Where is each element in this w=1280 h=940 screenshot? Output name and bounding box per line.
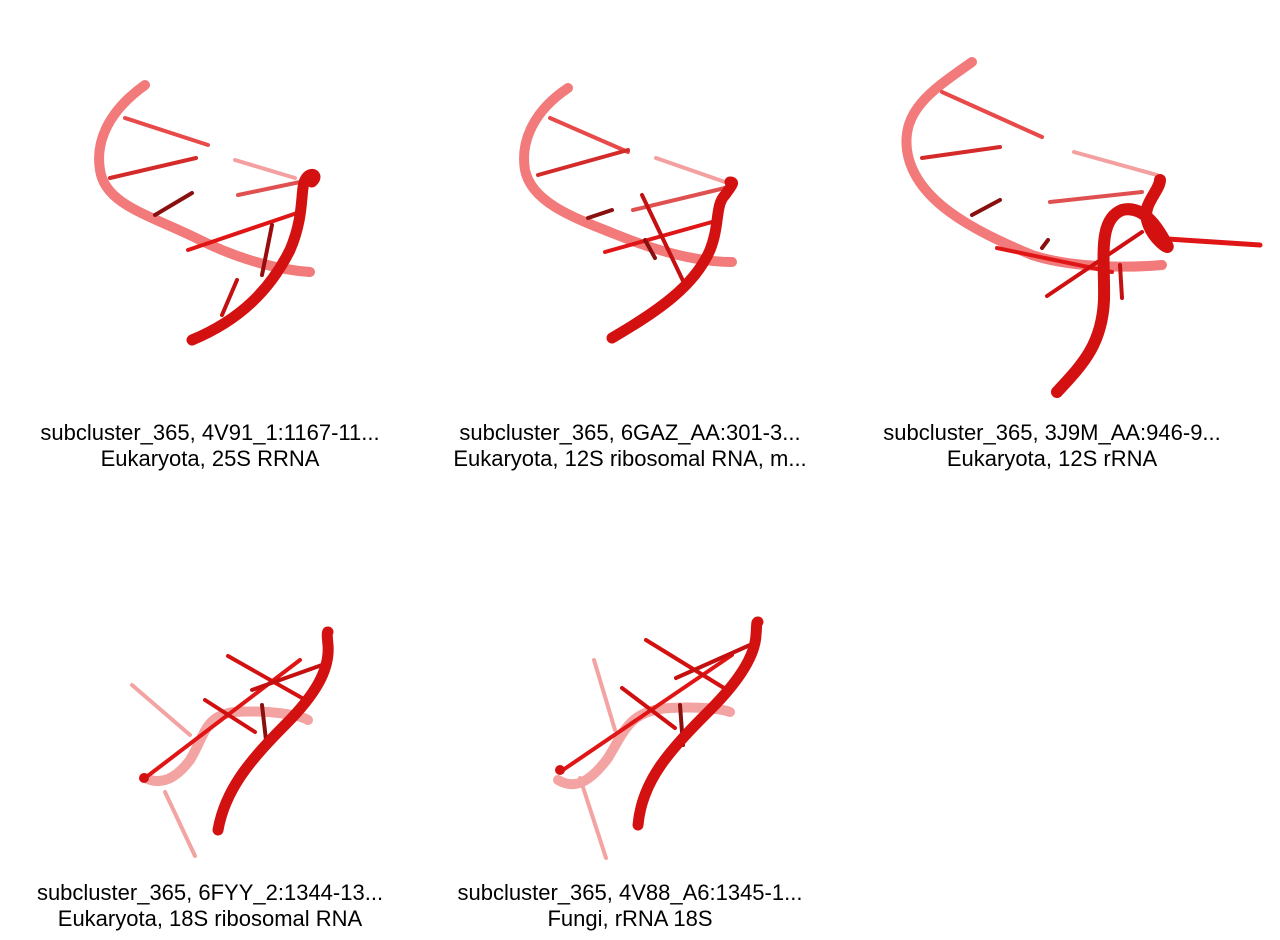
rna-structure-image: [130, 626, 334, 858]
caption-line-2: Eukaryota, 12S rRNA: [946, 446, 1158, 471]
rna-structure-image: [553, 616, 764, 860]
structure-panel-1: subcluster_365, 4V91_1:1167-11... Eukary…: [0, 0, 420, 472]
panel-caption: subcluster_365, 3J9M_AA:946-9... Eukaryo…: [842, 420, 1262, 472]
panel-caption: subcluster_365, 6GAZ_AA:301-3... Eukaryo…: [420, 420, 840, 472]
caption-line-1: subcluster_365, 3J9M_AA:946-9...: [883, 420, 1221, 445]
structure-panel-2: subcluster_365, 6GAZ_AA:301-3... Eukaryo…: [420, 0, 840, 472]
rna-structure-image: [519, 83, 738, 344]
panel-caption: subcluster_365, 4V88_A6:1345-1... Fungi,…: [420, 880, 840, 932]
caption-line-1: subcluster_365, 6GAZ_AA:301-3...: [459, 420, 801, 445]
rna-structure-image: [94, 80, 321, 346]
caption-line-2: Eukaryota, 25S RRNA: [100, 446, 320, 471]
rna-structure-image: [901, 57, 1263, 398]
caption-line-1: subcluster_365, 4V88_A6:1345-1...: [457, 880, 803, 905]
structure-panel-5: subcluster_365, 4V88_A6:1345-1... Fungi,…: [420, 460, 840, 932]
panel-caption: subcluster_365, 4V91_1:1167-11... Eukary…: [0, 420, 420, 472]
caption-line-1: subcluster_365, 6FYY_2:1344-13...: [36, 880, 384, 905]
panel-caption: subcluster_365, 6FYY_2:1344-13... Eukary…: [0, 880, 420, 932]
structure-panel-3: subcluster_365, 3J9M_AA:946-9... Eukaryo…: [842, 0, 1263, 472]
structure-panel-4: subcluster_365, 6FYY_2:1344-13... Eukary…: [0, 460, 420, 932]
caption-line-1: subcluster_365, 4V91_1:1167-11...: [40, 420, 380, 445]
caption-line-2: Eukaryota, 12S ribosomal RNA, m...: [453, 446, 807, 471]
caption-line-2: Fungi, rRNA 18S: [547, 906, 713, 931]
caption-line-2: Eukaryota, 18S ribosomal RNA: [57, 906, 363, 931]
